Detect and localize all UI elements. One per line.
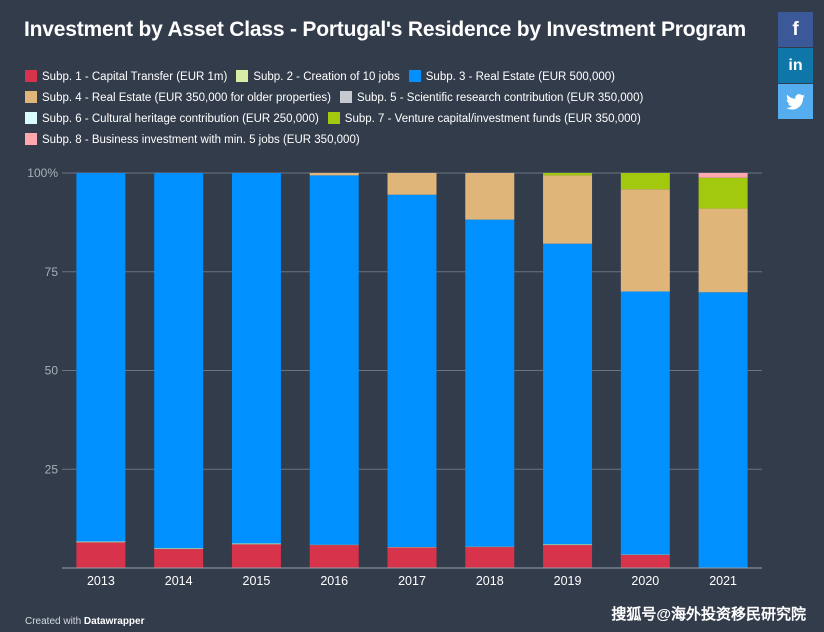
legend-swatch: [25, 70, 37, 82]
bar-segment-2013-subp2: [76, 541, 126, 543]
bar-segment-2018-subp1: [465, 547, 515, 568]
stacked-bar-chart: 25 50 75 100% 2013 2014 2015 2016 2017 2018 2019 20…: [27, 166, 762, 588]
bar-segment-2016-subp4: [309, 173, 359, 176]
credit-prefix: Created with: [25, 616, 82, 627]
bar-segment-2015-subp3: [231, 173, 281, 544]
x-tick-label: 2016: [320, 574, 348, 588]
legend-swatch: [25, 112, 37, 124]
bar-segment-2013-subp1: [76, 542, 126, 568]
legend-swatch: [25, 133, 37, 145]
bar-segment-2021-subp8: [698, 173, 748, 178]
bar-segment-2014-subp3: [154, 173, 204, 549]
bar-segment-2017-subp4: [387, 173, 437, 195]
bar-segment-2014-subp1: [154, 549, 204, 568]
bar-segment-2020-subp1: [620, 554, 670, 568]
legend: Subp. 1 - Capital Transfer (EUR 1m) Subp.…: [25, 67, 745, 151]
bar-segment-2019-subp1: [543, 545, 593, 568]
bar-segment-2020-subp7: [620, 173, 670, 190]
bar-segment-2020-subp3: [620, 291, 670, 555]
legend-item: Subp. 1 - Capital Transfer (EUR 1m): [25, 67, 227, 88]
watermark: 搜狐号@海外投资移民研究院: [611, 606, 806, 623]
bar-segment-2017-subp1: [387, 547, 437, 568]
legend-label: Subp. 4 - Real Estate (EUR 350,000 for o…: [42, 92, 331, 104]
credit: Created with Datawrapper: [25, 616, 145, 627]
legend-item: Subp. 5 - Scientific research contributi…: [339, 88, 644, 109]
facebook-icon: f: [792, 18, 799, 40]
bar-segment-2017-subp3: [387, 194, 437, 548]
legend-swatch: [339, 91, 352, 103]
bar-segment-2019-subp7: [543, 173, 593, 176]
x-tick-label: 2014: [165, 574, 193, 588]
legend-item: Subp. 3 - Real Estate (EUR 500,000): [408, 67, 615, 88]
bar-segment-2021-subp7: [698, 177, 748, 209]
linkedin-icon: in: [788, 56, 803, 74]
legend-label: Subp. 8 - Business investment with min. …: [42, 134, 360, 146]
x-tick-label: 2021: [709, 574, 737, 588]
legend-label: Subp. 3 - Real Estate (EUR 500,000): [425, 71, 615, 83]
legend-label: Subp. 6 - Cultural heritage contribution…: [42, 113, 319, 125]
bar-segment-2019-subp3: [543, 243, 593, 545]
bar-segment-2013-subp3: [76, 173, 126, 542]
legend-label: Subp. 5 - Scientific research contributi…: [356, 92, 644, 104]
legend-swatch: [408, 70, 421, 82]
x-tick-label: 2013: [87, 574, 115, 588]
x-tick-label: 2017: [398, 574, 426, 588]
bar-segment-2018-subp4: [465, 173, 515, 220]
legend-item: Subp. 2 - Creation of 10 jobs: [236, 67, 400, 88]
legend-item: Subp. 6 - Cultural heritage contribution…: [25, 109, 319, 130]
x-tick-label: 2019: [554, 574, 582, 588]
credit-brand[interactable]: Datawrapper: [83, 616, 145, 627]
x-tick-label: 2015: [243, 574, 271, 588]
x-tick-label: 2018: [476, 574, 504, 588]
legend-swatch: [236, 70, 249, 82]
legend-label: Subp. 7 - Venture capital/investment fun…: [344, 113, 641, 125]
bar-segment-2015-subp2: [231, 543, 281, 545]
twitter-share-button[interactable]: [778, 84, 813, 119]
y-tick-label: 100%: [27, 166, 58, 180]
bar-segment-2019-subp4: [543, 175, 593, 244]
bar-segment-2021-subp4: [698, 208, 748, 293]
twitter-icon: [786, 93, 805, 110]
bar-segment-2016-subp3: [309, 175, 359, 545]
bar-segment-2018-subp3: [465, 219, 515, 547]
bar-segment-2021-subp3: [698, 292, 748, 568]
legend-item: Subp. 8 - Business investment with min. …: [25, 130, 360, 151]
bar-segment-2014-subp2: [154, 548, 204, 550]
legend-label: Subp. 2 - Creation of 10 jobs: [253, 71, 400, 83]
bar-segment-2020-subp4: [620, 189, 670, 292]
chart-title: Investment by Asset Class - Portugal's R…: [24, 18, 746, 41]
bar-segment-2019-subp2: [543, 544, 593, 546]
facebook-share-button[interactable]: f: [778, 12, 813, 47]
share-buttons: f in: [778, 12, 813, 120]
legend-swatch: [25, 91, 37, 103]
legend-label: Subp. 1 - Capital Transfer (EUR 1m): [42, 71, 228, 83]
bar-segment-2016-subp1: [309, 545, 359, 568]
legend-item: Subp. 7 - Venture capital/investment fun…: [327, 109, 641, 130]
y-tick-label: 50: [45, 364, 59, 378]
y-tick-label: 75: [45, 265, 59, 279]
legend-swatch: [327, 112, 340, 124]
legend-item: Subp. 4 - Real Estate (EUR 350,000 for o…: [25, 88, 331, 109]
bar-segment-2015-subp1: [231, 544, 281, 568]
x-tick-label: 2020: [631, 574, 659, 588]
linkedin-share-button[interactable]: in: [778, 48, 813, 83]
y-tick-label: 25: [45, 462, 59, 476]
